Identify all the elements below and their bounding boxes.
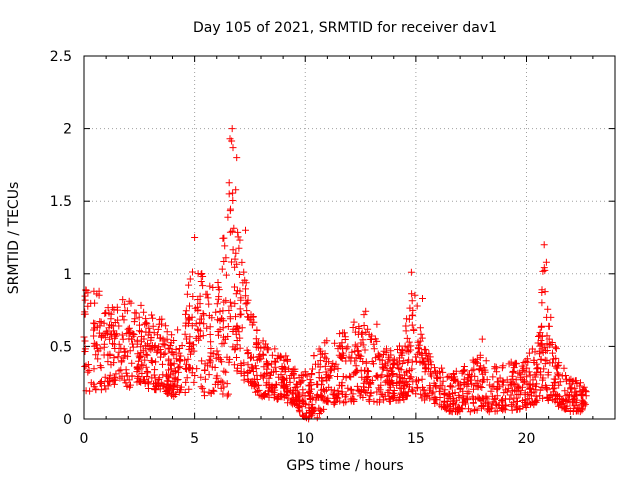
- x-tick-label: 0: [80, 431, 89, 447]
- y-tick-label: 0.5: [50, 339, 72, 355]
- grid: [84, 56, 615, 419]
- y-tick-label: 1: [63, 267, 72, 283]
- y-tick-label: 2: [63, 122, 72, 138]
- y-axis-label: SRMTID / TECUs: [6, 182, 22, 295]
- x-tick-label: 20: [518, 431, 536, 447]
- y-tick-label: 0: [63, 412, 72, 428]
- chart-title: Day 105 of 2021, SRMTID for receiver dav…: [193, 20, 497, 36]
- x-tick-label: 10: [296, 431, 314, 447]
- plot-frame: [83, 55, 616, 420]
- y-tick-label: 2.5: [50, 49, 72, 65]
- y-tick-label: 1.5: [50, 194, 72, 210]
- x-axis-label: GPS time / hours: [286, 458, 403, 474]
- x-tick-label: 15: [407, 431, 425, 447]
- axis-ticks: 0 0.5 1 1.5 2 2.5 0 5 10 15 20: [50, 49, 615, 447]
- x-tick-label: 5: [190, 431, 199, 447]
